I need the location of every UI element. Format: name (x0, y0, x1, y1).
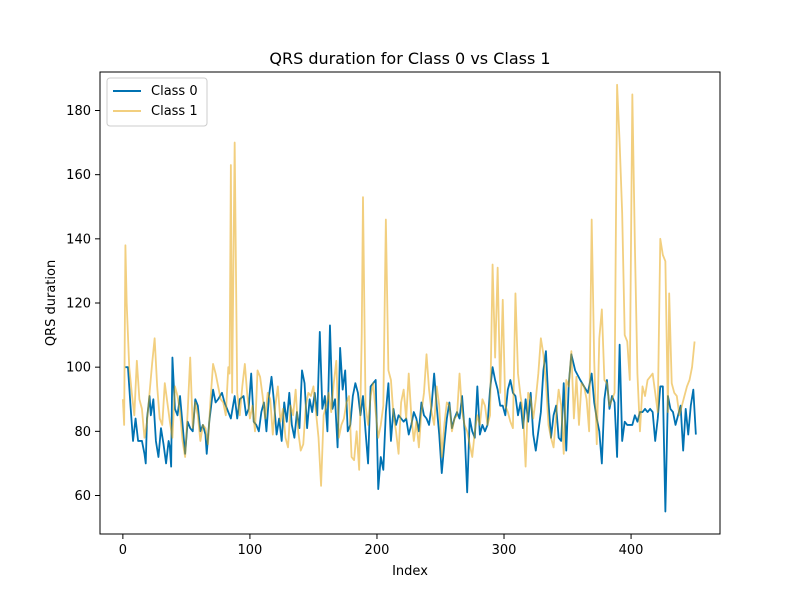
x-tick-label: 200 (365, 543, 390, 558)
y-tick-label: 140 (66, 232, 91, 247)
series-layer (121, 83, 697, 513)
chart-title: QRS duration for Class 0 vs Class 1 (269, 49, 550, 68)
x-axis-label: Index (392, 564, 428, 579)
x-tick-label: 400 (619, 543, 644, 558)
y-tick-label: 160 (66, 168, 91, 183)
x-axis: 0 100 200 300 400 (119, 534, 644, 558)
y-axis-label: QRS duration (44, 260, 59, 346)
series-line-class-1 (121, 83, 696, 487)
y-tick-label: 100 (66, 361, 91, 376)
legend-label-class-1: Class 1 (151, 104, 198, 119)
y-tick-label: 180 (66, 104, 91, 119)
x-tick-label: 0 (119, 543, 127, 558)
y-tick-label: 120 (66, 297, 91, 312)
legend: Class 0 Class 1 (106, 77, 208, 127)
y-tick-label: 60 (74, 489, 91, 504)
legend-label-class-0: Class 0 (151, 84, 198, 99)
x-tick-label: 300 (492, 543, 517, 558)
y-tick-label: 80 (74, 425, 91, 440)
y-axis: 60 80 100 120 140 160 180 (66, 104, 100, 504)
plot-area (100, 72, 720, 534)
x-tick-label: 100 (238, 543, 263, 558)
